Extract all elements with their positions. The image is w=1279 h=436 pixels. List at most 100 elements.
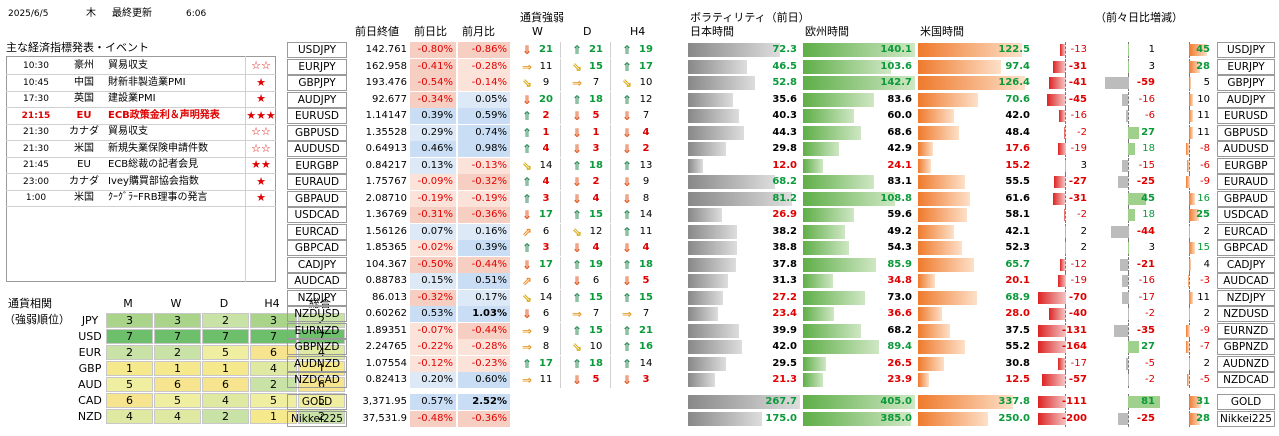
day-change-value: 0.20%: [410, 372, 456, 388]
change-bar: [1038, 291, 1066, 304]
strength-w-rank: 11: [539, 60, 553, 72]
strength-d-arrow-icon: ⇑: [571, 43, 583, 57]
col-prev-close: 前日終値: [355, 25, 399, 38]
month-change-value: 1.03%: [458, 306, 510, 322]
strength-d-arrow-icon: ⇘: [571, 224, 583, 239]
change-bar: [1058, 275, 1066, 287]
volatility-tokyo-bar: [688, 340, 742, 354]
strength-divider: [610, 372, 611, 388]
day-change-value: -0.41%: [410, 58, 456, 75]
strength-h4-arrow-icon: ⇓: [621, 142, 633, 156]
pair-label: GBPNZD: [287, 339, 347, 355]
strength-w-rank: 6: [542, 308, 550, 319]
volatility-change-value: -5: [1200, 374, 1210, 385]
strength-divider: [560, 306, 561, 322]
volatility-change-value: 3: [1148, 60, 1155, 72]
correlation-rank: 2: [154, 345, 201, 360]
change-zero-line: [1128, 42, 1129, 58]
strength-d-arrow-icon: ⇑: [571, 158, 583, 173]
month-change-value: 0.98%: [458, 141, 510, 157]
change-bar: [1189, 225, 1190, 238]
volatility-change-value: -12: [1070, 258, 1087, 270]
volatility-tokyo-value: 23.4: [772, 308, 797, 319]
change-bar: [1188, 275, 1190, 287]
change-bar: [1128, 374, 1129, 386]
strength-divider: [560, 240, 561, 256]
volatility-change-value: -19: [1070, 275, 1087, 286]
volatility-europe-value: 83.1: [887, 176, 912, 187]
event-row-divider: [6, 173, 276, 174]
volatility-change-value: 11: [1197, 291, 1210, 303]
strength-h4-arrow-icon: ⇑: [621, 224, 633, 239]
strength-d-rank: 18: [589, 357, 603, 369]
strength-w-rank: 14: [539, 159, 553, 171]
volatility-europe-bar: [803, 125, 862, 140]
strength-h4-arrow-icon: ⇑: [621, 356, 633, 371]
correlation-col-header: D: [219, 297, 229, 310]
strength-divider: [560, 223, 561, 240]
event-importance-stars: ★★: [251, 158, 271, 171]
volatility-change-value: 16: [1197, 192, 1210, 204]
volatility-change-value: -164: [1061, 341, 1087, 352]
strength-d-arrow-icon: ⇑: [571, 323, 583, 338]
strength-w-arrow-icon: ⇗: [521, 224, 533, 239]
month-change-value: 0.39%: [458, 240, 510, 256]
volatility-tokyo-value: 29.5: [772, 357, 797, 369]
correlation-currency: JPY: [81, 314, 99, 327]
volatility-tokyo-value: 27.2: [772, 291, 797, 303]
change-bar: [1118, 413, 1128, 425]
volatility-europe-value: 108.8: [880, 192, 912, 204]
col-month-change: 前月比: [462, 25, 495, 38]
strength-h4-arrow-icon: ⇘: [621, 76, 633, 90]
volatility-change-value: 1: [1148, 44, 1155, 55]
strength-w-rank: 3: [542, 192, 550, 204]
pair-label-right: Nikkei225: [1217, 411, 1275, 427]
strength-d-arrow-icon: ⇒: [571, 76, 583, 90]
events-table: [6, 56, 276, 282]
volatility-change-value: -44: [1136, 225, 1155, 237]
volatility-tokyo-value: 37.8: [772, 258, 797, 270]
month-change-value: -0.44%: [458, 322, 510, 339]
event-name: ECB総裁の記者会見: [108, 159, 199, 170]
event-time: 10:45: [23, 77, 49, 88]
volatility-tokyo-bar: [688, 224, 737, 239]
prev-close-value: 162.958: [365, 60, 407, 72]
pair-label-right: EURAUD: [1217, 174, 1275, 190]
month-change-value: -0.32%: [458, 174, 510, 190]
volatility-change-value: -19: [1070, 143, 1087, 154]
strength-d-arrow-icon: ⇓: [571, 274, 583, 288]
strength-w-arrow-icon: ⇓: [521, 208, 533, 222]
change-bar: [1187, 374, 1189, 386]
correlation-rank: 6: [106, 393, 153, 408]
change-bar: [1189, 93, 1193, 106]
volatility-tokyo-bar: [688, 191, 792, 206]
month-change-value: -0.86%: [458, 42, 510, 58]
strength-divider: [560, 108, 561, 124]
strength-h4-rank: 7: [642, 110, 650, 121]
volatility-europe-value: 83.6: [887, 93, 912, 105]
strength-divider: [610, 289, 611, 306]
volatility-europe-value: 85.9: [887, 258, 912, 270]
volatility-us-bar: [918, 191, 971, 206]
volatility-change-value: 3: [1148, 242, 1155, 253]
change-zero-line: [1189, 141, 1190, 157]
strength-w-arrow-icon: ⇑: [521, 191, 533, 206]
change-zero-line: [1065, 372, 1066, 388]
volatility-change-value: -25: [1136, 176, 1155, 187]
day-change-value: 0.15%: [410, 273, 456, 289]
pair-label-right: USDJPY: [1217, 42, 1275, 58]
pair-label-right: GBPNZD: [1217, 339, 1275, 355]
volatility-change-value: 4: [1203, 258, 1210, 270]
event-country: 英国: [74, 93, 94, 104]
strength-w-arrow-icon: ⇓: [521, 307, 533, 321]
strength-d-arrow-icon: ⇓: [571, 241, 583, 255]
day-change-value: 0.07%: [410, 223, 456, 240]
change-zero-line: [1128, 322, 1129, 339]
change-bar: [1049, 308, 1065, 320]
strength-d-rank: 7: [592, 77, 600, 88]
strength-d-rank: 12: [589, 225, 603, 237]
volatility-tokyo-bar: [688, 158, 704, 173]
strength-w-arrow-icon: ⇘: [521, 158, 533, 173]
volatility-europe-bar: [803, 356, 826, 371]
change-zero-line: [1065, 306, 1066, 322]
